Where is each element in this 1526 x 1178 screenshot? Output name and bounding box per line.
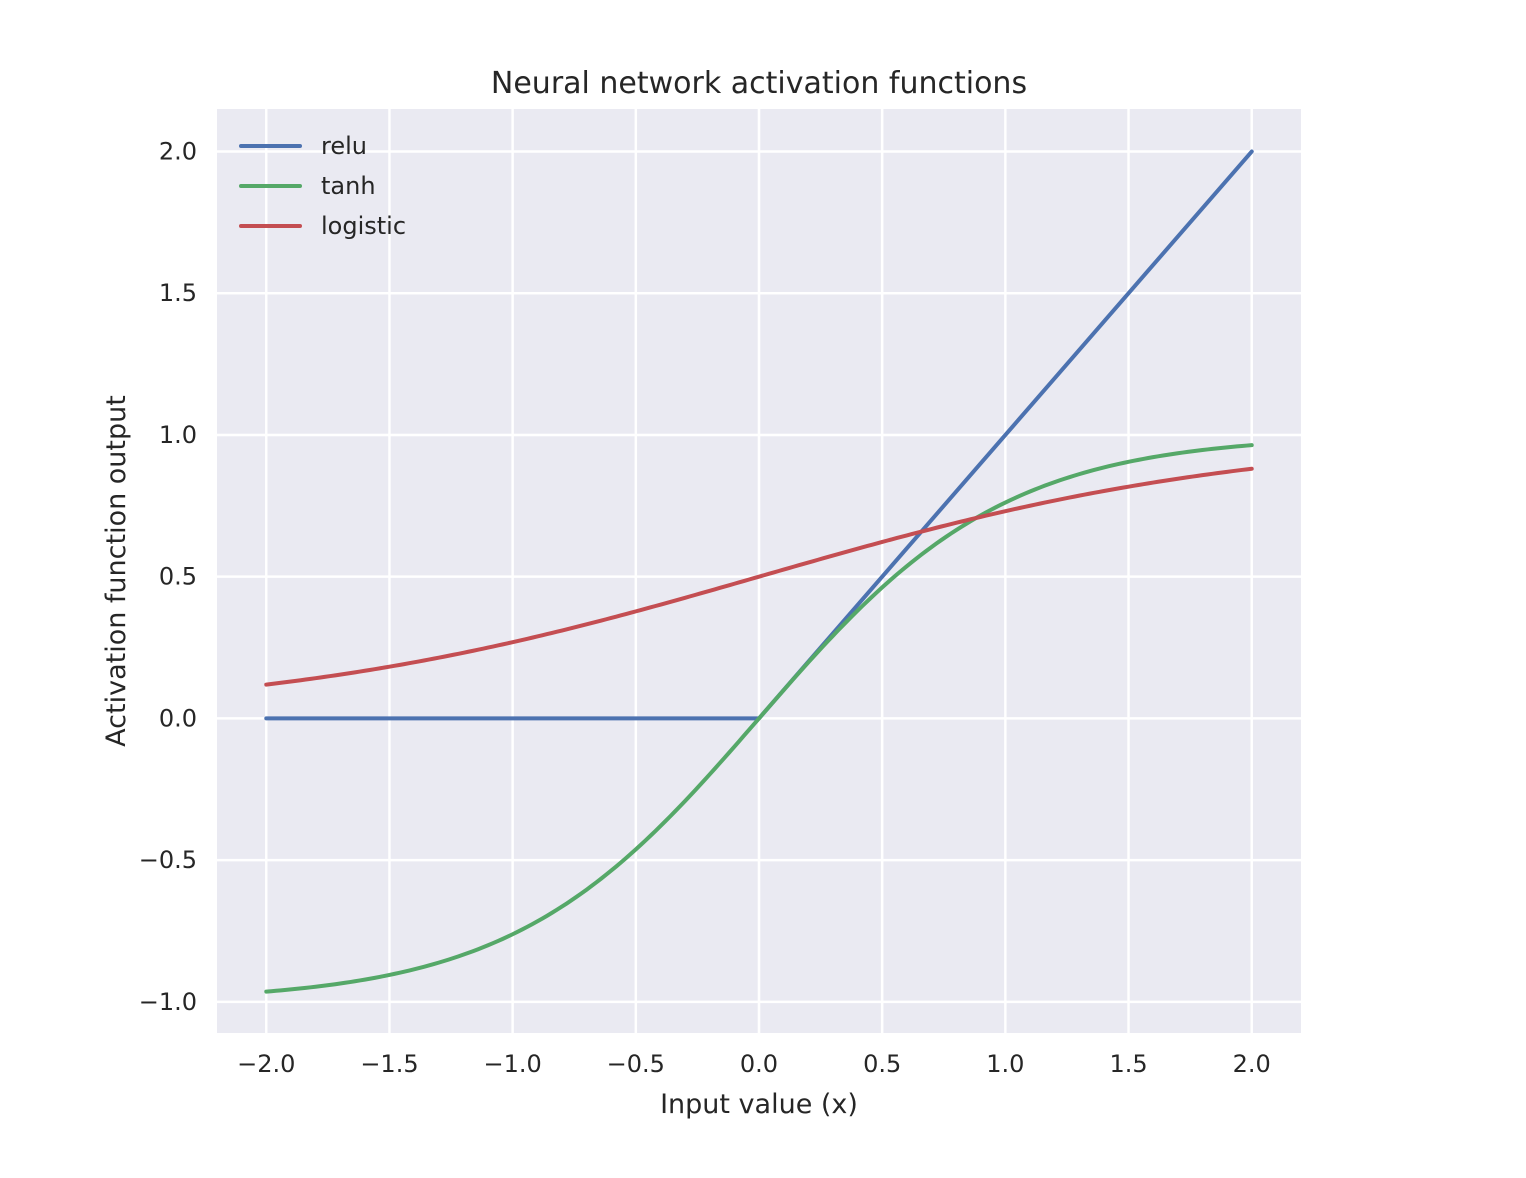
x-tick-labels: −2.0 −1.5 −1.0 −0.5 0.0 0.5 1.0 1.5 2.0	[237, 1050, 1271, 1078]
x-tick-label: 1.0	[986, 1050, 1024, 1078]
x-tick-label: −1.5	[360, 1050, 418, 1078]
x-tick-label: 1.5	[1109, 1050, 1147, 1078]
x-tick-label: −1.0	[483, 1050, 541, 1078]
x-axis-label: Input value (x)	[660, 1089, 858, 1120]
series-line-logistic	[264, 466, 1254, 687]
y-tick-labels: −1.0 −0.5 0.0 0.5 1.0 1.5 2.0	[139, 138, 197, 1016]
series-layer	[264, 149, 1254, 994]
y-tick-label: −0.5	[139, 846, 197, 874]
y-axis-label: Activation function output	[101, 395, 132, 747]
legend-label-tanh: tanh	[321, 172, 376, 200]
grid	[217, 109, 1301, 1033]
y-tick-label: 0.0	[159, 704, 197, 732]
chart-title: Neural network activation functions	[491, 66, 1027, 101]
y-tick-label: −1.0	[139, 988, 197, 1016]
y-tick-label: 1.5	[159, 279, 197, 307]
legend-label-logistic: logistic	[321, 212, 406, 240]
x-tick-label: 0.5	[863, 1050, 901, 1078]
y-tick-label: 0.5	[159, 563, 197, 591]
x-tick-label: −2.0	[237, 1050, 295, 1078]
legend: relu tanh logistic	[239, 132, 406, 240]
x-tick-label: 0.0	[740, 1050, 778, 1078]
x-tick-label: 2.0	[1233, 1050, 1271, 1078]
y-tick-label: 2.0	[159, 138, 197, 166]
x-tick-label: −0.5	[607, 1050, 665, 1078]
series-line-tanh	[264, 443, 1254, 994]
legend-label-relu: relu	[321, 132, 367, 160]
y-tick-label: 1.0	[159, 421, 197, 449]
